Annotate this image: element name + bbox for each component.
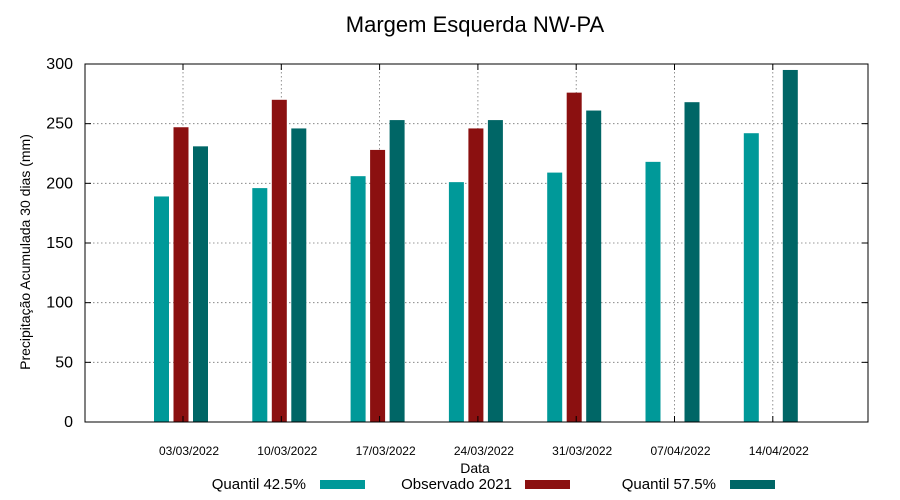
x-tick-label: 31/03/2022 — [552, 444, 612, 458]
bar — [487, 120, 503, 422]
x-tick-label: 14/04/2022 — [749, 444, 809, 458]
y-tick-label: 300 — [46, 56, 73, 73]
bar — [468, 128, 484, 422]
bar — [448, 182, 464, 422]
x-tick-label: 07/04/2022 — [650, 444, 710, 458]
y-tick-label: 100 — [46, 295, 73, 312]
grid-lines — [85, 64, 868, 422]
bar — [743, 133, 759, 423]
bar — [566, 92, 582, 422]
y-tick-label: 200 — [46, 175, 73, 192]
bar — [350, 176, 366, 422]
y-tick-label: 50 — [55, 354, 73, 371]
legend-swatch — [730, 480, 775, 489]
x-axis-label: Data — [460, 460, 490, 476]
x-tick-label: 03/03/2022 — [159, 444, 219, 458]
bar — [370, 149, 386, 423]
bar — [173, 127, 189, 422]
bar — [154, 196, 169, 422]
legend: Quantil 42.5% Observado 2021 Quantil 57.5% — [212, 476, 775, 493]
legend-label: Quantil 42.5% — [212, 476, 306, 493]
bar — [291, 128, 307, 422]
axes-group: 0 50 100 150 200 250 300 03/03/2022 10/03/2022 17… — [46, 56, 869, 458]
bar — [389, 120, 405, 422]
x-tick-label: 24/03/2022 — [454, 444, 514, 458]
bar — [586, 110, 602, 422]
y-tick-label: 250 — [46, 116, 73, 133]
bar — [782, 69, 798, 422]
bar — [684, 102, 700, 422]
legend-swatch — [525, 480, 570, 489]
bar — [645, 161, 661, 422]
bars-group — [154, 69, 798, 423]
legend-label: Quantil 57.5% — [622, 476, 716, 493]
bar — [547, 172, 563, 422]
y-axis-label: Precipitação Acumulada 30 dias (mm) — [17, 134, 33, 370]
plot-border — [84, 63, 869, 423]
bar — [271, 99, 287, 423]
y-tick-label: 0 — [64, 414, 73, 431]
y-tick-label: 150 — [46, 235, 73, 252]
x-tick-label: 17/03/2022 — [356, 444, 416, 458]
legend-label: Observado 2021 — [401, 476, 512, 493]
bar — [193, 146, 208, 422]
bar — [252, 188, 268, 422]
legend-swatch — [320, 480, 365, 489]
chart-title: Margem Esquerda NW-PA — [346, 12, 605, 37]
x-tick-label: 10/03/2022 — [257, 444, 317, 458]
